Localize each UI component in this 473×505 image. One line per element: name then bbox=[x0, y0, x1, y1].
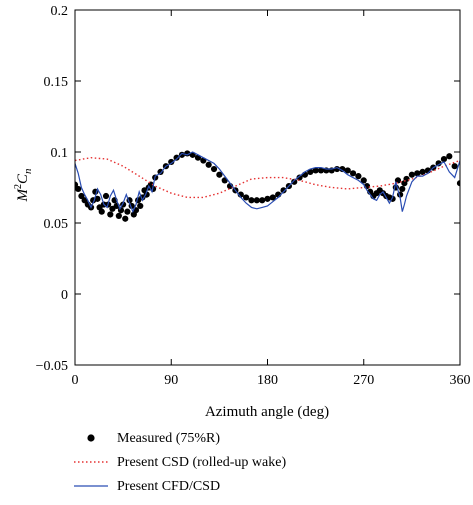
measured-point bbox=[78, 192, 85, 200]
y-tick-label: 0.2 bbox=[51, 4, 69, 19]
plot-area bbox=[75, 150, 460, 222]
measured-point bbox=[243, 194, 250, 201]
measured-point bbox=[451, 163, 458, 170]
measured-point bbox=[317, 167, 325, 174]
x-tick-label: 0 bbox=[72, 373, 79, 388]
x-axis-title: Azimuth angle (deg) bbox=[205, 404, 329, 420]
measured-point bbox=[339, 165, 346, 173]
legend-label: Present CSD (rolled-up wake) bbox=[117, 455, 286, 470]
measured-point bbox=[248, 197, 255, 204]
measured-point bbox=[124, 208, 131, 215]
measured-point bbox=[264, 195, 271, 202]
measured-point bbox=[349, 170, 357, 177]
y-tick-label: 0.05 bbox=[44, 217, 69, 232]
legend-label: Present CFD/CSD bbox=[117, 479, 220, 494]
measured-point bbox=[414, 170, 421, 177]
y-tick-label: 0.1 bbox=[51, 146, 69, 161]
y-tick-label: 0.15 bbox=[44, 75, 69, 90]
measured-point bbox=[280, 187, 287, 194]
measured-point bbox=[259, 197, 266, 204]
measured-point bbox=[269, 194, 276, 201]
measured-point bbox=[296, 174, 303, 181]
measured-point bbox=[81, 197, 88, 204]
y-axis-title: M2Cn bbox=[13, 168, 34, 203]
measured-point bbox=[173, 154, 180, 161]
measured-point bbox=[216, 171, 223, 178]
legend-label: Measured (75%R) bbox=[117, 431, 220, 446]
measured-point bbox=[102, 192, 110, 200]
measured-point bbox=[408, 171, 415, 178]
legend-marker-measured bbox=[87, 434, 95, 442]
measured-point bbox=[355, 173, 362, 180]
measured-point bbox=[360, 177, 367, 184]
series-line-1 bbox=[75, 156, 460, 199]
measured-point bbox=[115, 212, 122, 219]
measured-point bbox=[435, 160, 442, 167]
x-tick-label: 180 bbox=[257, 373, 278, 388]
measured-point bbox=[446, 153, 453, 160]
axes: 0 90 180 270 360 −0.05 0 0.05 0.1 0.15 0.2 bbox=[36, 4, 471, 388]
measured-point bbox=[137, 202, 144, 210]
measured-point bbox=[440, 156, 448, 163]
measured-point bbox=[205, 161, 212, 168]
measured-point bbox=[456, 180, 460, 187]
legend: Measured (75%R) Present CSD (rolled-up wa… bbox=[74, 431, 286, 494]
y-tick-label: −0.05 bbox=[36, 359, 68, 374]
measured-point bbox=[291, 178, 298, 185]
measured-point bbox=[399, 185, 406, 193]
x-tick-label: 270 bbox=[353, 373, 374, 388]
series-line-2 bbox=[75, 151, 460, 214]
x-tick-label: 360 bbox=[450, 373, 471, 388]
measured-point bbox=[344, 167, 351, 174]
measured-point bbox=[253, 197, 260, 204]
measured-point bbox=[210, 165, 218, 173]
measured-point bbox=[168, 158, 175, 166]
x-tick-label: 90 bbox=[164, 373, 178, 388]
measured-point bbox=[122, 215, 129, 222]
measured-point bbox=[107, 211, 114, 218]
measured-point bbox=[312, 167, 319, 174]
measured-point bbox=[419, 168, 426, 175]
y-tick-label: 0 bbox=[61, 288, 68, 303]
measured-point bbox=[94, 195, 101, 202]
measured-point bbox=[75, 185, 82, 193]
measured-point bbox=[98, 208, 105, 215]
